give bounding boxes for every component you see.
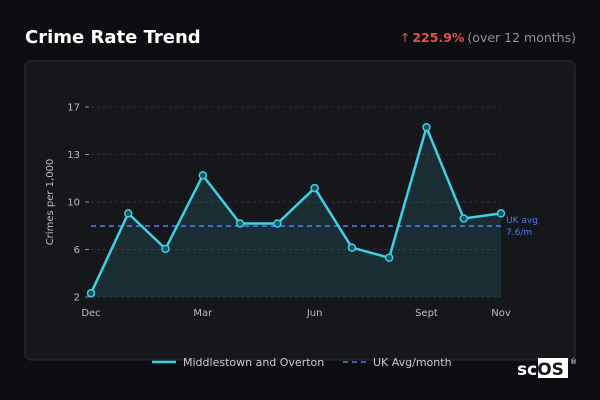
brand-inverse-text: scOS [517, 360, 564, 380]
brand-inverse: scOS [517, 360, 564, 380]
data-point [310, 183, 319, 193]
x-tick-label: Mar [193, 308, 213, 319]
data-point [273, 219, 282, 228]
y-tick-label: 13 [67, 150, 80, 161]
change-summary: ↑ 225.9% (over 12 months) [400, 30, 576, 45]
brand-mark: ® [570, 358, 577, 366]
y-tick-label: 10 [67, 198, 80, 209]
data-point [198, 171, 208, 180]
brand-text: scOS [517, 360, 564, 380]
data-point [384, 253, 394, 262]
chart-title: Crime Rate Trend [25, 27, 201, 48]
data-point [347, 243, 357, 252]
series-line [89, 126, 502, 294]
data-point [124, 209, 133, 218]
y-tick-label: 2 [74, 293, 80, 304]
area-fill [91, 127, 501, 298]
brand-box [538, 358, 568, 378]
data-point [459, 214, 468, 223]
data-point [161, 244, 170, 254]
reference-label: UK avg [506, 216, 538, 226]
x-tick-label: Nov [491, 308, 511, 319]
data-point [422, 123, 431, 132]
reference-value-label: 7.6/m [506, 228, 532, 238]
y-tick-label: 17 [67, 103, 80, 114]
y-tick-label: 6 [74, 245, 80, 256]
brand: scOS [517, 360, 564, 380]
change-value: 225.9% [412, 30, 465, 45]
data-point [86, 288, 96, 298]
x-tick-label: Jun [306, 308, 323, 319]
data-point [235, 219, 245, 228]
legend-label: UK Avg/month [373, 356, 452, 369]
data-point [496, 209, 506, 218]
y-axis-label: Crimes per 1,000 [45, 159, 56, 246]
change-note: (over 12 months) [467, 30, 576, 45]
x-tick-label: Sept [415, 308, 438, 319]
legend-label: Middlestown and Overton [183, 356, 324, 369]
card [24, 60, 576, 361]
x-tick-label: Dec [81, 308, 100, 319]
change-arrow: ↑ [400, 30, 410, 45]
